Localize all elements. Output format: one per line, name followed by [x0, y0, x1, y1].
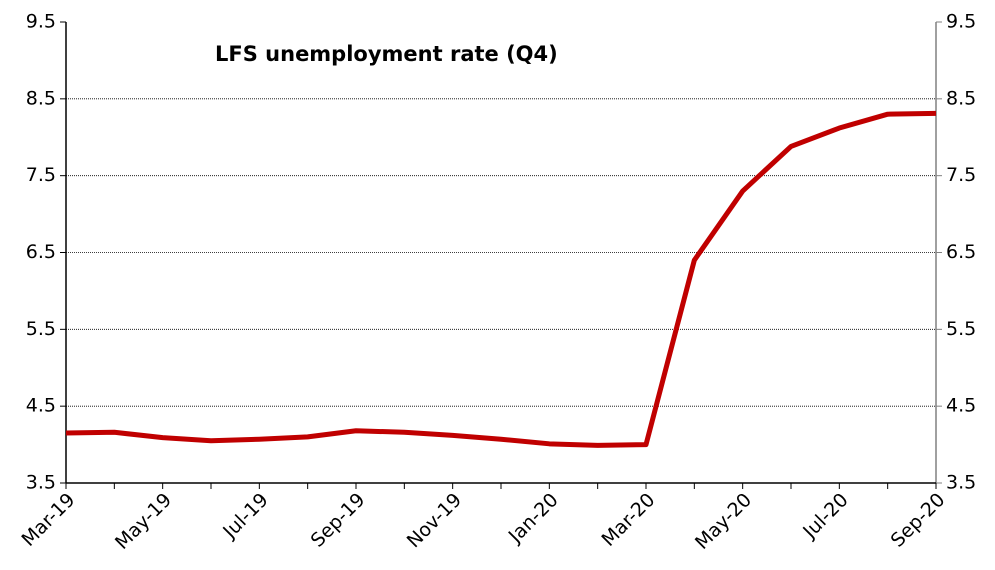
y-tick-label: 3.5: [26, 472, 56, 494]
line-series: [65, 110, 937, 448]
y2-tick-label: 3.5: [946, 472, 976, 494]
y2-tick-label: 8.5: [946, 87, 976, 109]
chart-title: LFS unemployment rate (Q4): [215, 42, 558, 66]
y-tick-label: 4.5: [26, 395, 56, 417]
y2-tick-label: 7.5: [946, 164, 976, 186]
y2-tick-label: 9.5: [946, 11, 976, 33]
x-tick-label: May-19: [111, 489, 176, 554]
x-tick-label: Jul-20: [798, 489, 852, 543]
y-tick-label: 5.5: [26, 318, 56, 340]
x-tick-label: Nov-19: [403, 489, 466, 552]
x-tick-label: Mar-20: [597, 489, 659, 551]
y-tick-label: 7.5: [26, 164, 56, 186]
x-tick-label: Jan-20: [504, 489, 563, 548]
x-tick-label: Sep-20: [887, 489, 950, 552]
y-tick-label: 9.5: [26, 11, 56, 33]
x-tick-label: Jul-19: [218, 489, 272, 543]
y2-tick-label: 6.5: [946, 241, 976, 263]
y-tick-label: 6.5: [26, 241, 56, 263]
x-tick-label: Sep-19: [307, 489, 370, 552]
y2-tick-label: 5.5: [946, 318, 976, 340]
y2-tick-label: 4.5: [946, 395, 976, 417]
x-tick-label: May-20: [691, 489, 756, 554]
y-tick-label: 8.5: [26, 87, 56, 109]
x-tick-label: Mar-19: [17, 489, 79, 551]
